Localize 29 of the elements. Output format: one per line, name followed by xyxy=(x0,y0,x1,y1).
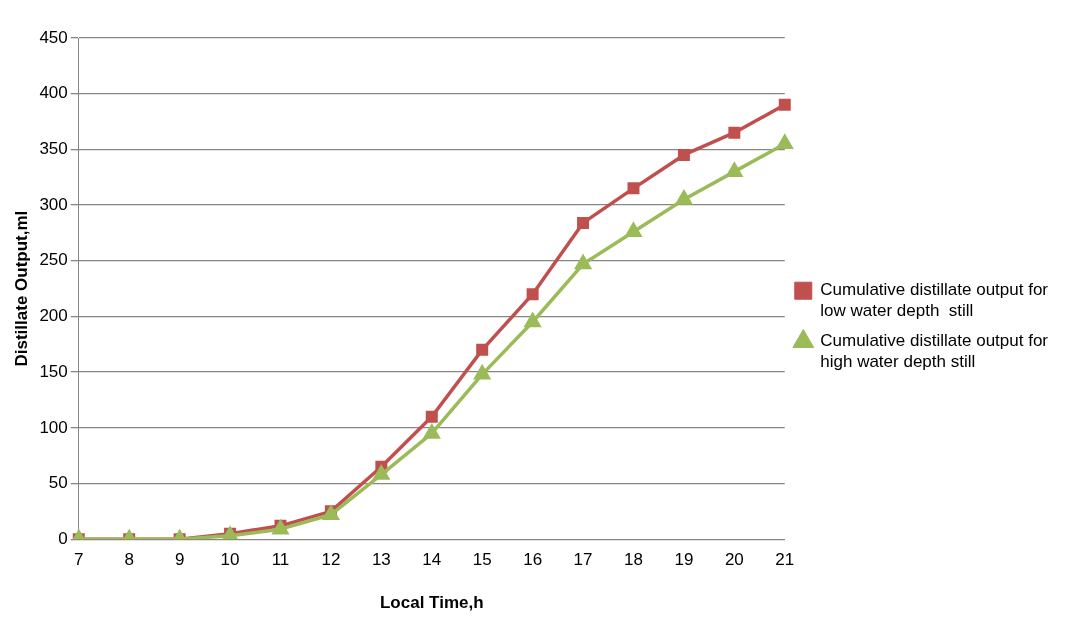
y-tick-label: 400 xyxy=(39,83,68,103)
x-tick-label: 9 xyxy=(174,550,185,570)
x-tick-label: 18 xyxy=(624,550,643,570)
y-tick-label: 150 xyxy=(39,361,68,381)
x-tick-label: 13 xyxy=(371,550,391,570)
y-tick-label: 200 xyxy=(39,306,68,326)
y-tick-label: 300 xyxy=(39,194,68,214)
y-tick-label: 100 xyxy=(39,417,68,437)
y-tick-label: 0 xyxy=(58,528,68,548)
y-tick-label: 450 xyxy=(39,27,68,47)
x-tick-label: 19 xyxy=(674,550,694,570)
x-axis-title: Local Time,h xyxy=(379,593,484,613)
x-tick-label: 10 xyxy=(220,550,240,570)
legend-label: Cumulative distillate output for high water depth still xyxy=(820,331,1049,371)
x-tick-label: 16 xyxy=(523,550,543,570)
x-tick-label: 20 xyxy=(724,550,744,570)
x-tick-label: 12 xyxy=(321,550,341,570)
y-tick-label: 350 xyxy=(39,139,68,159)
x-tick-label: 8 xyxy=(124,550,134,570)
x-tick-label: 14 xyxy=(422,550,442,570)
x-tick-label: 15 xyxy=(472,550,492,570)
y-axis-title: Distillate Output,ml xyxy=(11,210,31,367)
x-tick-label: 21 xyxy=(775,550,795,570)
legend-label: Cumulative distillate output for low water depth still xyxy=(820,280,1049,320)
y-tick-label: 250 xyxy=(39,250,68,270)
x-tick-label: 17 xyxy=(573,550,593,570)
x-tick-label: 11 xyxy=(271,550,290,570)
x-tick-label: 7 xyxy=(74,550,84,570)
y-tick-label: 50 xyxy=(48,473,68,493)
